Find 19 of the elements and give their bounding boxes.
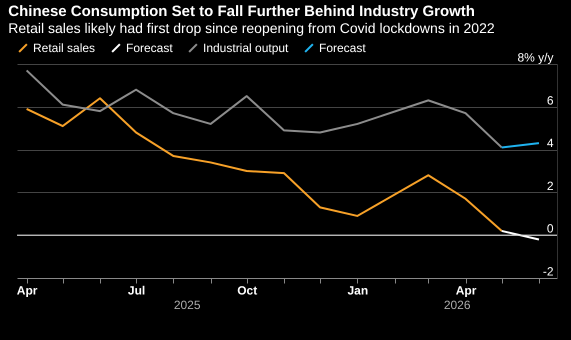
y-tick-label: 6 — [546, 93, 554, 108]
x-tick-label: Jan — [348, 284, 368, 298]
chart-title: Chinese Consumption Set to Fall Further Behind Industry Growth — [8, 3, 475, 20]
y-tick-label: 4 — [546, 136, 554, 150]
y-tick-label: 2 — [546, 178, 554, 193]
legend-label: Forecast — [126, 41, 174, 56]
y-tick-label: 8% y/y — [517, 50, 554, 64]
chart-subtitle: Retail sales likely had first drop since reopening from Covid lockdowns in 2022 — [8, 20, 495, 36]
legend-label: Industrial output — [203, 41, 290, 56]
x-tick-label: Oct — [237, 284, 258, 298]
text: 2025 — [174, 298, 201, 312]
y-tick-label: -2 — [542, 264, 554, 278]
x-tick-label: Apr — [16, 284, 38, 298]
x-tick-label: Apr — [456, 284, 477, 298]
x-tick-label: Jul — [128, 284, 146, 298]
text: 2026 — [444, 298, 471, 312]
y-tick-label: 0 — [546, 222, 554, 236]
legend-label: Retail sales — [33, 41, 96, 56]
legend-label: Forecast — [319, 41, 366, 56]
